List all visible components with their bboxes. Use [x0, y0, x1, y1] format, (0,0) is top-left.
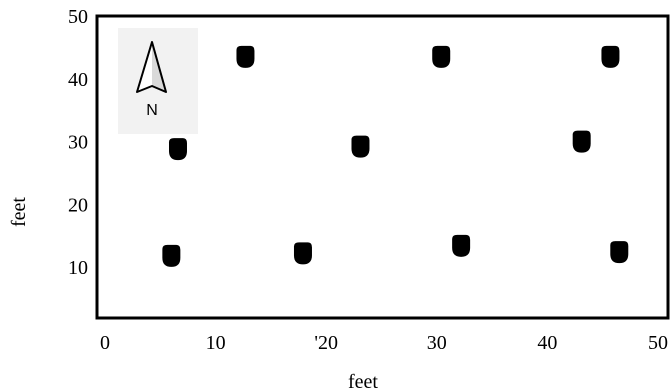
data-point-marker — [601, 45, 620, 68]
data-point — [168, 138, 187, 161]
north-arrow-icon — [136, 41, 167, 93]
y-axis-title: feet — [8, 197, 30, 227]
x-tick-label: 40 — [537, 332, 557, 354]
data-point — [236, 45, 255, 68]
data-point-marker — [452, 234, 471, 257]
data-point — [432, 45, 451, 68]
data-point — [572, 130, 591, 153]
x-axis-ticks: 0 10 '20 30 40 50 — [100, 332, 668, 354]
data-point — [452, 234, 471, 257]
north-arrow-shade — [152, 42, 166, 92]
data-point-marker — [610, 241, 629, 264]
data-point-marker — [236, 45, 255, 68]
y-tick-label: 20 — [68, 194, 88, 216]
data-point-marker — [168, 138, 187, 161]
data-point — [601, 45, 620, 68]
data-point — [162, 244, 181, 267]
x-axis-title: feet — [348, 371, 378, 391]
data-point-marker — [432, 45, 451, 68]
data-point-marker — [293, 242, 312, 265]
data-point — [293, 242, 312, 265]
x-tick-label: 0 — [100, 332, 110, 354]
x-tick-label: 50 — [648, 332, 668, 354]
y-tick-label: 10 — [68, 257, 88, 279]
data-point — [351, 135, 370, 158]
data-point — [610, 241, 629, 264]
north-arrow-label: N — [146, 102, 158, 119]
y-tick-label: 50 — [68, 6, 88, 28]
x-tick-label: 10 — [206, 332, 226, 354]
data-point-marker — [162, 244, 181, 267]
north-arrow: N — [118, 28, 198, 134]
y-tick-label: 30 — [68, 132, 88, 154]
x-tick-label: 30 — [427, 332, 447, 354]
y-tick-label: 40 — [68, 69, 88, 91]
data-point-marker — [351, 135, 370, 158]
points-layer — [162, 45, 629, 267]
y-axis-ticks: 10 20 30 40 50 — [68, 6, 88, 279]
x-tick-label: '20 — [314, 332, 338, 354]
data-point-marker — [572, 130, 591, 153]
